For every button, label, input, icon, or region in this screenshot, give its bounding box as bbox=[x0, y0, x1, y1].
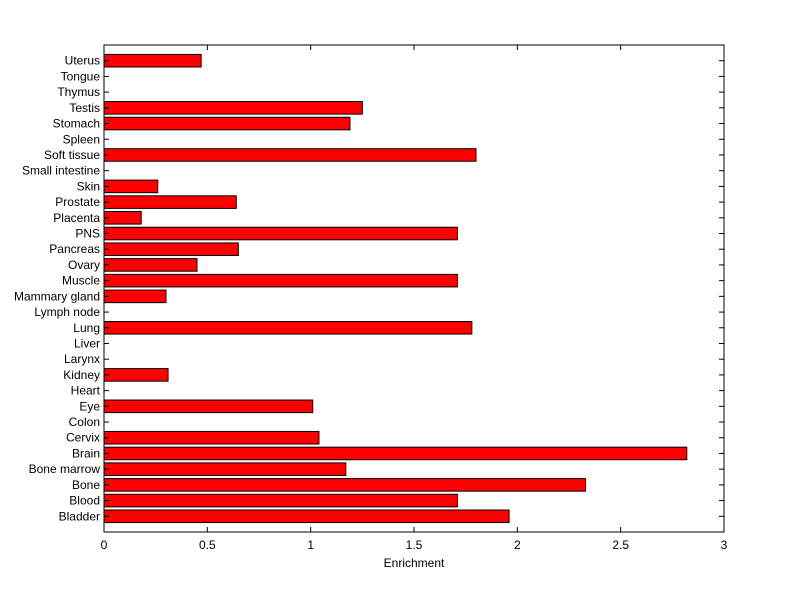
bar-brain bbox=[103, 446, 688, 461]
y-tick-label: Bone marrow bbox=[29, 462, 101, 476]
y-tick-label: Lung bbox=[73, 321, 100, 335]
bar-testis bbox=[103, 101, 363, 115]
y-tick-label: Thymus bbox=[57, 85, 100, 99]
x-tick-label: 0.5 bbox=[199, 538, 216, 552]
y-tick-label: Brain bbox=[72, 446, 100, 460]
y-tick-label: Placenta bbox=[53, 211, 100, 225]
bar-mammary-gland bbox=[103, 289, 167, 304]
bar-bone bbox=[103, 478, 587, 492]
y-tick-label: Bone bbox=[72, 478, 100, 492]
bar-cervix bbox=[103, 430, 320, 445]
y-tick-label: Kidney bbox=[63, 368, 100, 382]
y-tick-label: Uterus bbox=[65, 54, 100, 68]
bar-pns bbox=[103, 226, 458, 241]
bar-placenta bbox=[103, 211, 142, 225]
y-tick-label: Eye bbox=[79, 399, 100, 413]
y-tick-label: Muscle bbox=[62, 274, 100, 288]
y-tick-label: Larynx bbox=[64, 352, 100, 366]
x-tick-label: 2 bbox=[514, 538, 521, 552]
y-tick-label: Blood bbox=[69, 494, 100, 508]
y-tick-label: Colon bbox=[69, 415, 100, 429]
y-tick-label: Prostate bbox=[55, 195, 100, 209]
y-tick-label: Stomach bbox=[53, 117, 100, 131]
y-tick-label: Liver bbox=[74, 336, 100, 350]
x-tick-label: 3 bbox=[721, 538, 728, 552]
x-axis-label: Enrichment bbox=[384, 556, 445, 570]
y-tick-label: Skin bbox=[77, 179, 100, 193]
y-tick-label: Tongue bbox=[61, 69, 101, 83]
x-tick-label: 0 bbox=[101, 538, 108, 552]
bar-kidney bbox=[103, 368, 169, 382]
bar-pancreas bbox=[103, 242, 239, 257]
bar-ovary bbox=[103, 258, 198, 272]
y-tick-label: Lymph node bbox=[34, 305, 100, 319]
bar-uterus bbox=[103, 53, 202, 68]
y-tick-label: Bladder bbox=[59, 509, 100, 523]
bar-lung bbox=[103, 320, 473, 335]
bar-eye bbox=[103, 399, 314, 414]
bar-bone-marrow bbox=[103, 462, 347, 476]
bar-prostate bbox=[103, 195, 237, 209]
bar-soft-tissue bbox=[103, 148, 477, 162]
y-tick-label: PNS bbox=[75, 227, 100, 241]
y-tick-label: Heart bbox=[71, 384, 101, 398]
bar-skin bbox=[103, 179, 159, 194]
x-tick-label: 1 bbox=[307, 538, 314, 552]
y-tick-label: Testis bbox=[69, 101, 100, 115]
y-tick-label: Mammary gland bbox=[14, 289, 100, 303]
y-tick-label: Cervix bbox=[66, 431, 100, 445]
x-tick-label: 1.5 bbox=[406, 538, 423, 552]
plot-area-frame bbox=[103, 44, 725, 533]
y-tick-label: Spleen bbox=[63, 132, 100, 146]
y-tick-label: Pancreas bbox=[49, 242, 100, 256]
y-tick-label: Ovary bbox=[68, 258, 100, 272]
bar-muscle bbox=[103, 273, 458, 288]
bar-stomach bbox=[103, 116, 351, 131]
x-tick-label: 2.5 bbox=[612, 538, 629, 552]
bar-bladder bbox=[103, 509, 510, 524]
y-tick-label: Soft tissue bbox=[44, 148, 100, 162]
bar-blood bbox=[103, 493, 458, 508]
y-tick-label: Small intestine bbox=[22, 164, 100, 178]
